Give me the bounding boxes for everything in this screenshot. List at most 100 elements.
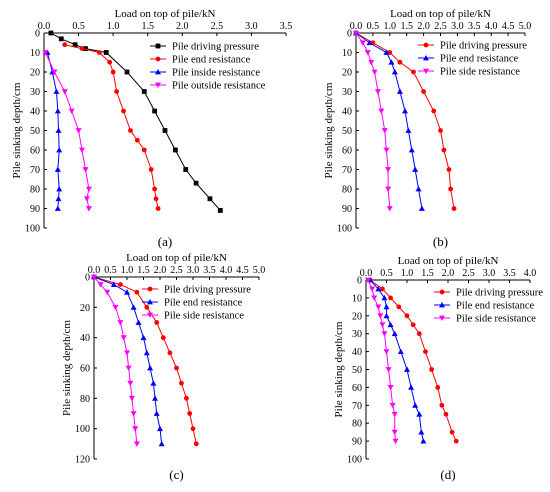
y-axis-title: Pile sinking depth/cm (61, 320, 73, 416)
y-tick-label: 30 (352, 329, 362, 340)
panel-caption: (d) (440, 467, 455, 482)
x-tick-label: 5.0 (519, 21, 532, 32)
data-point (423, 349, 428, 354)
data-point (157, 425, 163, 432)
legend-marker (147, 286, 153, 292)
data-point (54, 205, 61, 211)
x-tick-label: 4.0 (220, 265, 233, 276)
legend-label: Pile side resistance (164, 311, 244, 322)
data-point (55, 127, 62, 133)
x-tick-label: 2.5 (211, 21, 224, 32)
data-point (132, 426, 139, 432)
data-point (183, 167, 189, 172)
data-point (147, 365, 154, 371)
data-point (121, 108, 126, 114)
data-point (125, 365, 132, 371)
data-point (103, 50, 109, 55)
data-point (128, 128, 133, 133)
legend-marker (439, 289, 445, 295)
x-tick-label: 0.5 (367, 21, 380, 32)
legend-marker (147, 312, 153, 318)
x-tick-label: 0.5 (380, 268, 393, 279)
y-tick-label: 10 (30, 48, 40, 59)
data-point (187, 411, 193, 416)
data-point (56, 147, 63, 153)
x-tick-label: 0.0 (38, 21, 51, 32)
y-tick-label: 80 (352, 419, 362, 430)
data-point (148, 167, 154, 172)
y-tick-label: 20 (342, 68, 352, 79)
legend-label: Pile end resistance (456, 301, 534, 312)
y-axis-title: Pile sinking depth/cm (323, 82, 335, 178)
data-point (365, 277, 372, 283)
data-point (380, 286, 385, 292)
y-tick-label: 0 (85, 273, 90, 284)
data-point (68, 108, 75, 114)
legend-marker (423, 42, 429, 48)
x-tick-label: 2.5 (462, 268, 475, 279)
y-tick-label: 50 (342, 126, 352, 137)
legend-label: Pile driving pressure (440, 41, 527, 52)
data-point (72, 42, 78, 48)
y-tick-label: 10 (352, 293, 362, 304)
data-point (439, 402, 445, 408)
data-point (412, 402, 419, 408)
data-point (91, 274, 97, 280)
data-point (381, 331, 388, 337)
panel-caption: (a) (158, 234, 172, 249)
data-point (143, 349, 150, 356)
series-line-3 (367, 279, 397, 442)
y-axis-title: Pile sinking depth/cm (333, 321, 345, 417)
data-point (383, 312, 390, 319)
data-point (172, 147, 178, 153)
x-tick-label: 3.5 (503, 268, 516, 279)
x-tick-label: 3.0 (451, 21, 464, 32)
data-point (140, 334, 147, 341)
data-point (369, 286, 376, 292)
data-point (167, 350, 173, 356)
data-point (130, 411, 137, 417)
x-axis-title: Load on top of pile/kN (398, 255, 499, 267)
data-point (366, 39, 373, 46)
legend-label: Pile driving pressure (456, 288, 543, 299)
data-point (383, 147, 390, 153)
x-tick-label: 2.0 (417, 21, 430, 32)
data-point (420, 438, 427, 444)
legend-label: Pile outside resistance (172, 81, 266, 92)
y-tick-label: 100 (337, 224, 352, 235)
data-point (193, 441, 199, 447)
data-point (418, 429, 425, 435)
data-point (375, 304, 382, 310)
data-point (124, 350, 130, 356)
data-point (388, 59, 395, 65)
data-point (134, 137, 140, 143)
data-point (397, 59, 403, 65)
x-tick-label: 3.0 (245, 21, 258, 32)
data-point (153, 196, 159, 202)
data-point (381, 128, 388, 134)
data-point (133, 441, 140, 447)
data-point (402, 108, 409, 114)
data-point (42, 50, 49, 56)
data-point (387, 385, 394, 391)
data-point (110, 281, 117, 287)
data-point (83, 46, 88, 51)
data-point (416, 331, 422, 337)
y-tick-label: 40 (352, 347, 362, 358)
y-tick-label: 0 (357, 276, 362, 287)
data-point (85, 186, 92, 192)
data-point (392, 438, 399, 445)
x-tick-label: 1.5 (400, 21, 413, 32)
x-tick-label: 3.0 (187, 265, 200, 276)
data-point (58, 36, 64, 42)
data-point (383, 303, 390, 310)
data-point (391, 330, 398, 337)
y-tick-label: 0 (347, 29, 352, 40)
y-tick-label: 50 (352, 365, 362, 376)
legend-label: Pile end resistance (164, 298, 242, 309)
x-tick-label: 3.5 (280, 21, 293, 32)
data-point (375, 285, 382, 292)
data-point (158, 440, 165, 447)
data-point (383, 349, 390, 355)
